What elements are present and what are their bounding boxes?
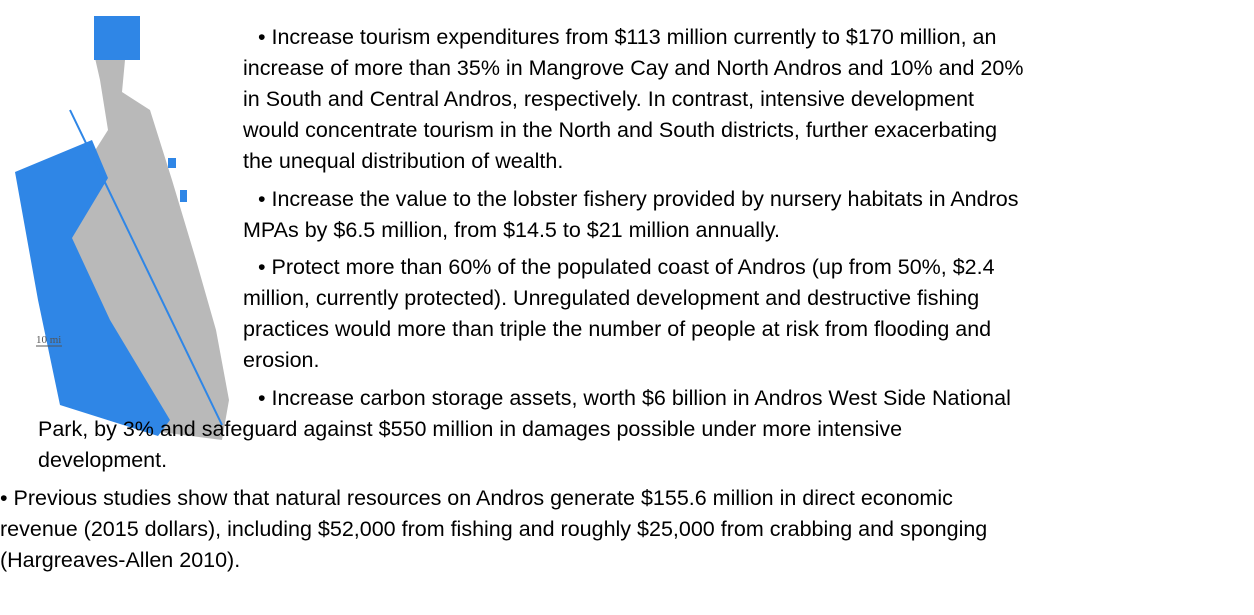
text-line: the unequal distribution of wealth. <box>243 149 564 173</box>
text-line: • Increase the value to the lobster fish… <box>258 187 1019 211</box>
boundary-line <box>69 109 223 426</box>
text-line: • Increase tourism expenditures from $11… <box>258 25 997 49</box>
marine-area <box>94 16 140 60</box>
scale-label: 10 mi <box>36 334 61 346</box>
text-line: (Hargreaves-Allen 2010). <box>0 548 241 572</box>
text-line: million, currently protected). Unregulat… <box>243 286 980 310</box>
marine-area <box>180 190 187 202</box>
text-line: MPAs by $6.5 million, from $14.5 to $21 … <box>243 218 780 242</box>
text-line: in South and Central Andros, respectivel… <box>243 87 975 111</box>
text-line: • Previous studies show that natural res… <box>0 486 953 510</box>
text-line: • Protect more than 60% of the populated… <box>258 255 995 279</box>
andros-map: 10 mi <box>15 16 229 440</box>
text-line: • Increase carbon storage assets, worth … <box>258 386 1011 410</box>
text-line: Park, by 3% and safeguard against $550 m… <box>38 417 903 441</box>
marine-area <box>15 140 170 436</box>
text-line: increase of more than 35% in Mangrove Ca… <box>243 56 1024 80</box>
marine-area <box>168 158 176 168</box>
text-line: development. <box>38 448 168 472</box>
text-line: practices would more than triple the num… <box>243 317 992 341</box>
text-line: erosion. <box>243 348 320 372</box>
text-line: revenue (2015 dollars), including $52,00… <box>0 517 988 541</box>
text-line: would concentrate tourism in the North a… <box>243 118 998 142</box>
